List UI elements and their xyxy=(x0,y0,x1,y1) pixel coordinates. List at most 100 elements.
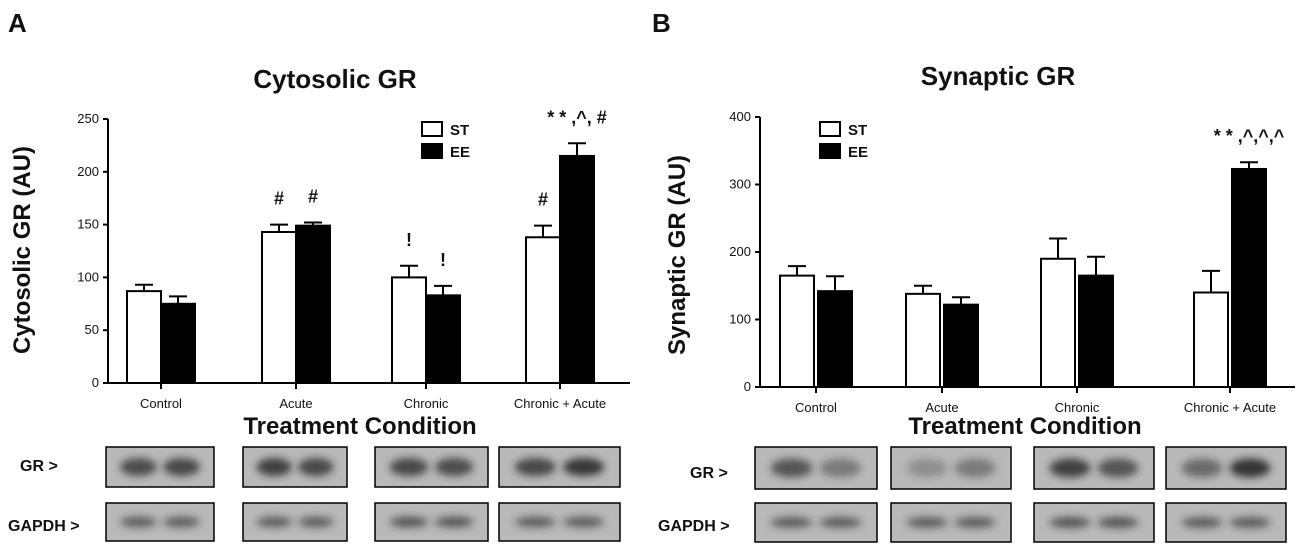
blot-band xyxy=(514,516,556,528)
legend-swatch-ee xyxy=(819,143,841,159)
y-tick-label: 150 xyxy=(77,217,99,232)
significance-marker: # xyxy=(538,190,548,210)
bar-ee-acute xyxy=(295,224,331,384)
blot-band xyxy=(298,516,334,528)
blot-band xyxy=(389,516,429,528)
bar-chart-synaptic: 0 100 200 300 400 Control Acute Chronic Chronic … xyxy=(729,109,1295,543)
legend-swatch-st xyxy=(421,121,443,137)
x-tick-label: Chronic + Acute xyxy=(514,396,606,411)
blot-band xyxy=(1181,458,1223,478)
blot-band xyxy=(954,517,996,528)
y-tick-label: 50 xyxy=(85,322,99,337)
bar-st-chronic-acute xyxy=(525,236,561,384)
chart-title-cytosolic: Cytosolic GR xyxy=(253,64,416,94)
blot-band xyxy=(120,458,157,476)
bar-ee-acute xyxy=(943,303,979,388)
blot-band xyxy=(819,458,862,478)
blot-band xyxy=(1049,517,1091,528)
bar-st-acute xyxy=(905,292,941,389)
x-tick-label: Chronic + Acute xyxy=(1184,400,1276,415)
x-axis-label-synaptic: Treatment Condition xyxy=(908,413,1141,440)
x-axis-label-cytosolic: Treatment Condition xyxy=(243,413,476,440)
blot-band xyxy=(906,458,948,478)
y-tick-label: 100 xyxy=(729,312,751,327)
bar-ee-control xyxy=(160,302,196,384)
y-tick-label: 100 xyxy=(77,269,99,284)
bar-st-chronic xyxy=(1040,257,1076,388)
blot-label-gr-b: GR > xyxy=(690,465,728,482)
blot-band xyxy=(1181,517,1223,528)
panel-letter-b: B xyxy=(652,8,671,38)
blot-band xyxy=(120,516,157,528)
bar-st-control xyxy=(779,274,815,388)
legend-label-ee: EE xyxy=(848,144,868,161)
legend-synaptic: ST EE xyxy=(819,121,868,161)
x-tick-label: Chronic xyxy=(1055,400,1100,415)
legend-swatch-ee xyxy=(421,143,443,159)
blot-band xyxy=(906,517,948,528)
blot-band xyxy=(514,458,556,476)
blot-band xyxy=(1229,458,1271,478)
y-tick-label: 0 xyxy=(92,375,99,390)
blot-band xyxy=(298,458,334,476)
x-tick-label: Acute xyxy=(279,396,312,411)
y-tick-label: 250 xyxy=(77,111,99,126)
chart-title-synaptic: Synaptic GR xyxy=(921,61,1076,91)
legend-label-st: ST xyxy=(848,122,867,139)
blot-band xyxy=(434,458,474,476)
significance-marker: ! xyxy=(406,230,412,250)
blot-band xyxy=(389,458,429,476)
y-tick-label: 200 xyxy=(77,164,99,179)
blot-band xyxy=(563,516,605,528)
legend-swatch-st xyxy=(819,121,841,137)
y-tick-label: 400 xyxy=(729,109,751,124)
blot-band xyxy=(1229,517,1271,528)
blot-band xyxy=(163,516,200,528)
bar-st-chronic-acute xyxy=(1193,291,1229,388)
significance-marker: # xyxy=(274,189,284,209)
bar-ee-chronic-acute xyxy=(559,154,595,384)
bar-st-chronic xyxy=(391,276,427,384)
bar-ee-chronic-acute xyxy=(1231,167,1267,388)
legend-label-ee: EE xyxy=(450,144,470,161)
x-tick-label: Acute xyxy=(925,400,958,415)
significance-marker: ! xyxy=(440,250,446,270)
blot-band xyxy=(1097,458,1139,478)
blot-band xyxy=(954,458,996,478)
bar-st-acute xyxy=(261,230,297,384)
significance-marker: # xyxy=(308,186,318,206)
blot-band xyxy=(819,517,862,528)
y-tick-label: 200 xyxy=(729,244,751,259)
bar-chart-cytosolic: 0 50 100 150 200 250 Control Acute Chronic Chroni… xyxy=(77,107,630,542)
bar-ee-chronic xyxy=(425,294,461,384)
blot-band xyxy=(1097,517,1139,528)
blot-band xyxy=(163,458,200,476)
bar-st-control xyxy=(126,290,162,384)
blot-label-gapdh-a: GAPDH > xyxy=(8,518,80,535)
blot-band xyxy=(256,458,292,476)
bar-ee-control xyxy=(817,290,853,388)
panel-letter-a: A xyxy=(8,8,27,38)
y-axis-label-synaptic: Synaptic GR (AU) xyxy=(664,155,691,355)
y-tick-label: 0 xyxy=(744,379,751,394)
bar-ee-chronic xyxy=(1078,274,1114,388)
blot-band xyxy=(770,458,813,478)
chart-marks: 0 50 100 150 200 250 Control Acute Chronic Chroni… xyxy=(77,107,1295,543)
blot-band xyxy=(1049,458,1091,478)
significance-marker: * * ,^, # xyxy=(547,107,607,127)
blot-band xyxy=(563,458,605,476)
significance-marker: * * ,^,^,^ xyxy=(1214,126,1285,146)
blot-label-gapdh-b: GAPDH > xyxy=(658,518,730,535)
blot-label-gr-a: GR > xyxy=(20,458,58,475)
legend-cytosolic: ST EE xyxy=(421,121,470,161)
x-tick-label: Control xyxy=(795,400,837,415)
y-tick-label: 300 xyxy=(729,177,751,192)
blot-band xyxy=(770,517,813,528)
x-tick-label: Control xyxy=(140,396,182,411)
y-axis-label-cytosolic: Cytosolic GR (AU) xyxy=(9,146,36,354)
legend-label-st: ST xyxy=(450,122,469,139)
blot-band xyxy=(256,516,292,528)
x-tick-label: Chronic xyxy=(404,396,449,411)
blot-band xyxy=(434,516,474,528)
